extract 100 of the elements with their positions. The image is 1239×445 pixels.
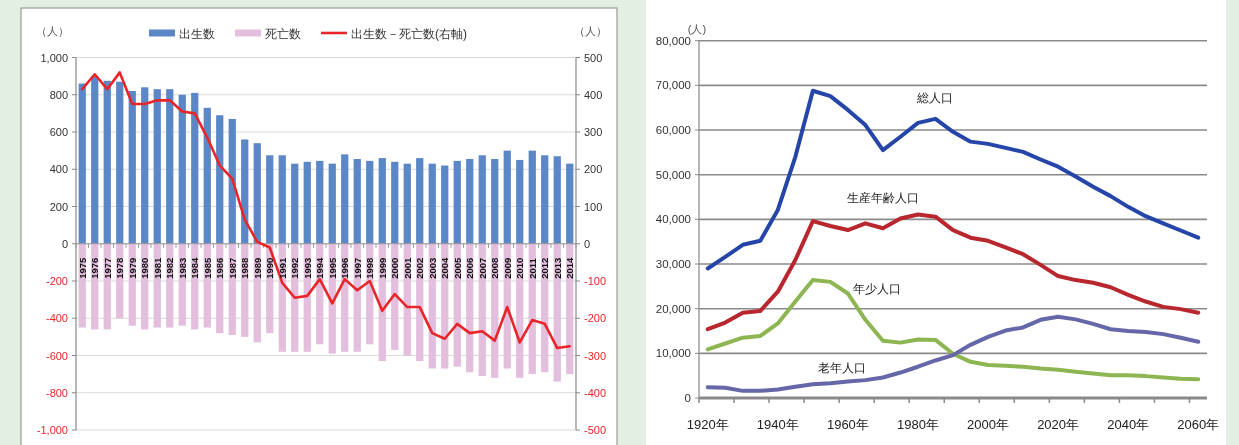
y2-tick-label: -200: [584, 312, 607, 325]
line-series: [80, 71, 572, 350]
bar: [378, 158, 386, 244]
y-tick-label: 50,000: [655, 168, 691, 181]
bar: [553, 156, 561, 244]
x-tick-label: 1988: [239, 257, 251, 279]
y2-tick-label: 100: [584, 200, 603, 213]
x-tick-label: 2008: [489, 257, 501, 279]
bar: [353, 159, 361, 244]
y-tick-label: 10,000: [655, 347, 691, 360]
y-tick-label: -800: [45, 386, 68, 399]
x-tick-label: 2020年: [1037, 417, 1080, 432]
x-tick-label: 1991: [276, 256, 288, 279]
line-series: [705, 88, 1201, 271]
x-tick-label: 1984: [189, 256, 201, 279]
x-tick-label: 2000: [389, 257, 401, 279]
bar: [441, 165, 449, 244]
bar: [428, 163, 436, 244]
y-tick-label: -600: [45, 349, 68, 362]
bar: [253, 143, 261, 244]
bar: [203, 107, 211, 244]
y-tick-label: 20,000: [655, 302, 691, 315]
bar: [78, 83, 86, 244]
x-tick-label: 1940年: [756, 417, 799, 432]
x-tick-label: 2001: [401, 256, 413, 279]
bar: [453, 160, 461, 244]
y-tick-label: 600: [49, 126, 68, 138]
bar: [241, 139, 249, 244]
y-tick-label: -200: [45, 275, 68, 287]
series-label: 老年人口: [818, 361, 866, 375]
y-tick-label: 40,000: [655, 213, 691, 226]
x-tick-label: 1998: [364, 257, 376, 279]
bar: [366, 160, 374, 244]
bar: [328, 163, 336, 244]
bar: [541, 155, 549, 244]
bar: [528, 150, 536, 244]
y2-tick-label: -300: [584, 349, 607, 362]
y-tick-label: 30,000: [655, 258, 691, 271]
bar: [266, 155, 274, 244]
bar: [516, 159, 524, 244]
x-tick-label: 1981: [151, 256, 163, 279]
x-tick-label: 1990: [264, 257, 276, 279]
x-tick-label: 1975: [76, 256, 88, 279]
line-series: [705, 212, 1201, 332]
y-tick-label: -1,000: [36, 424, 68, 436]
x-tick-label: 2013: [551, 257, 563, 279]
series-label: 生産年齢人口: [847, 191, 919, 205]
y-tick-label: 0: [684, 392, 691, 404]
y-tick-label: -400: [45, 312, 68, 325]
bar: [566, 163, 574, 244]
y-tick-label: 1,000: [40, 51, 68, 64]
y2-tick-label: 500: [584, 51, 603, 64]
y-tick-label: 400: [49, 163, 68, 176]
x-tick-label: 1997: [351, 257, 363, 279]
x-tick-label: 2040年: [1107, 417, 1150, 432]
x-tick-label: 1999: [376, 257, 388, 279]
x-tick-label: 1987: [226, 257, 238, 279]
x-tick-label: 2010: [514, 257, 526, 279]
bar: [178, 94, 186, 244]
y2-tick-label: 400: [584, 88, 603, 101]
y-axis-title: （人）: [35, 25, 69, 37]
x-tick-label: 2006: [464, 257, 476, 279]
bar: [141, 87, 149, 244]
x-tick-label: 2007: [476, 257, 488, 279]
bar: [216, 115, 224, 244]
y2-tick-label: 300: [584, 126, 603, 138]
bar: [316, 160, 324, 244]
x-tick-label: 1980年: [897, 417, 939, 432]
x-tick-label: 1985: [201, 256, 213, 279]
x-tick-label: 2060年: [1177, 417, 1220, 432]
x-tick-label: 1993: [301, 257, 313, 279]
x-tick-label: 2012: [539, 257, 551, 279]
x-tick-label: 1977: [101, 257, 113, 279]
bar: [478, 155, 486, 244]
line-series: [705, 278, 1201, 382]
y-tick-label: 200: [49, 200, 68, 213]
x-tick-label: 1979: [126, 257, 138, 279]
y-tick-label: 70,000: [655, 79, 691, 92]
bar: [153, 89, 161, 244]
bar: [466, 159, 474, 244]
x-tick-label: 1995: [326, 256, 338, 279]
x-tick-label: 1994: [314, 256, 326, 279]
x-tick-label: 1976: [89, 257, 101, 279]
x-tick-label: 1978: [114, 257, 126, 279]
x-tick-label: 1980: [139, 257, 151, 279]
y-axis-title: (人): [687, 23, 707, 35]
x-tick-label: 2000年: [967, 417, 1009, 432]
y-tick-label: 80,000: [655, 34, 691, 47]
bar: [103, 80, 111, 244]
x-tick-label: 1960年: [826, 417, 869, 432]
bar: [491, 159, 499, 244]
x-tick-label: 2014: [564, 256, 576, 279]
y2-axis-title: （人）: [573, 25, 607, 37]
legend-label: 出生数－死亡数(右軸): [351, 26, 467, 41]
bar: [341, 154, 349, 244]
bar: [303, 161, 311, 244]
y2-tick-label: -500: [584, 424, 607, 436]
legend-label: 出生数: [179, 26, 215, 41]
series-label: 総人口: [916, 91, 953, 105]
bar: [403, 163, 411, 244]
